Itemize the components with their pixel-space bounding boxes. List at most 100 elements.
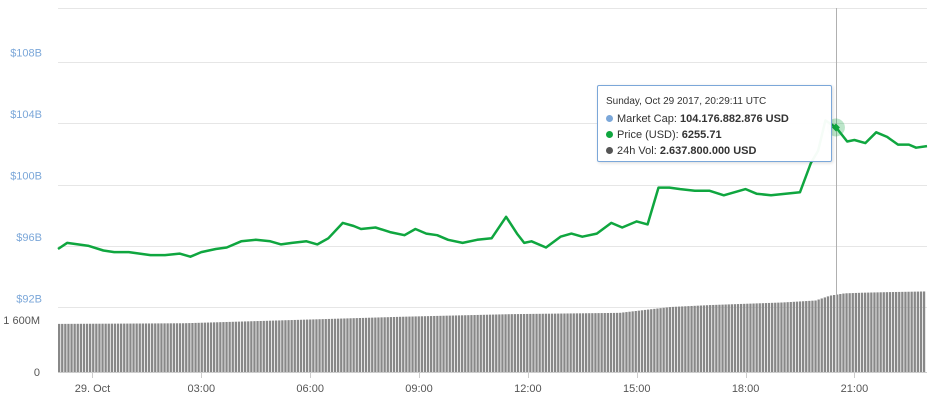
volume-bar <box>640 310 644 372</box>
volume-bar <box>123 323 126 372</box>
volume-bar <box>795 301 799 372</box>
volume-bar <box>783 302 786 372</box>
volume-bar <box>182 323 185 372</box>
hover-point <box>831 123 840 132</box>
volume-bar <box>836 294 839 372</box>
volume-bar <box>752 303 755 372</box>
volume-bar <box>718 304 721 372</box>
volume-bar <box>876 292 879 372</box>
volume-bar <box>151 323 154 372</box>
volume-bar <box>659 308 662 372</box>
volume-bar <box>213 322 216 372</box>
volume-bar <box>120 323 123 372</box>
volume-bar <box>622 312 625 372</box>
volume-bar <box>507 314 510 372</box>
volume-bar <box>467 315 470 372</box>
volume-bar <box>569 313 572 372</box>
volume-bar <box>371 317 374 372</box>
volume-bar <box>473 315 476 372</box>
volume-bar <box>89 323 92 372</box>
volume-bar <box>544 313 547 372</box>
volume-bar <box>439 315 442 372</box>
tooltip-row-volume: 24h Vol: 2.637.800.000 USD <box>606 143 823 159</box>
volume-bar <box>98 323 101 372</box>
volume-bar <box>547 313 551 372</box>
volume-bar <box>631 311 634 372</box>
volume-bar <box>504 314 507 372</box>
volume-bar <box>603 313 606 372</box>
volume-bar <box>839 294 842 372</box>
volume-bar <box>383 317 386 372</box>
volume-bar <box>808 300 811 372</box>
volume-bar <box>535 313 538 372</box>
volume-bar <box>597 313 600 372</box>
volume-bar <box>399 316 402 372</box>
volume-bar <box>550 313 554 372</box>
volume-bar <box>113 323 117 372</box>
volume-bar <box>154 323 157 372</box>
volume-axis-labels: 1 600M 0 <box>3 315 40 379</box>
volume-bar <box>330 318 334 372</box>
volume-dot-icon <box>606 147 613 154</box>
volume-bar <box>76 323 79 372</box>
volume-bar <box>885 292 888 372</box>
volume-bar <box>175 323 179 372</box>
volume-bar <box>625 312 628 372</box>
volume-bar <box>361 317 365 372</box>
volume-bar <box>857 292 861 372</box>
volume-bar <box>343 318 346 372</box>
volume-bar <box>724 304 727 372</box>
volume-bar <box>705 305 709 372</box>
price-line-layer <box>57 119 928 258</box>
volume-bar <box>662 307 665 372</box>
x-tick-label: 29. Oct <box>75 383 110 395</box>
volume-bar <box>919 291 923 372</box>
volume-bar <box>764 303 768 372</box>
volume-bar <box>789 301 792 372</box>
volume-bar <box>833 295 836 372</box>
volume-bar <box>712 304 715 372</box>
volume-bar <box>141 323 144 372</box>
volume-bar <box>612 312 616 372</box>
volume-bar <box>488 314 492 372</box>
volume-bar <box>882 292 885 372</box>
volume-bar <box>377 317 380 372</box>
volume-bar <box>665 307 668 372</box>
volume-bar <box>904 291 907 372</box>
volume-bar <box>585 313 588 372</box>
tooltip-price-label: Price (USD): <box>617 129 679 141</box>
volume-bar <box>219 322 222 372</box>
volume-bar <box>191 323 194 372</box>
volume-bar <box>222 322 225 372</box>
volume-bar <box>600 313 603 372</box>
volume-bar <box>684 306 687 372</box>
volume-bar <box>557 313 560 372</box>
volume-bar <box>609 312 613 372</box>
volume-bar <box>358 318 361 372</box>
volume-bar <box>284 320 287 372</box>
volume-bar <box>293 319 296 372</box>
volume-bar <box>302 319 306 372</box>
volume-bar <box>715 304 718 372</box>
volume-bar <box>287 320 290 372</box>
volume-bar <box>464 315 467 372</box>
volume-bar <box>386 317 389 372</box>
volume-bar <box>526 313 529 372</box>
volume-bar <box>774 302 777 372</box>
volume-bar <box>594 313 597 372</box>
volume-bar <box>581 313 585 372</box>
volume-bar <box>476 314 479 372</box>
volume-bar <box>197 322 200 372</box>
volume-bar <box>318 319 321 372</box>
volume-bar <box>681 306 684 372</box>
x-tick-label: 21:00 <box>841 383 869 395</box>
volume-bar <box>802 301 805 372</box>
volume-bar <box>414 316 417 372</box>
volume-bar <box>501 314 504 372</box>
volume-bar <box>309 319 312 372</box>
volume-bar <box>532 313 535 372</box>
volume-bar <box>482 314 485 372</box>
volume-bar <box>619 312 622 372</box>
volume-bar <box>126 323 129 372</box>
